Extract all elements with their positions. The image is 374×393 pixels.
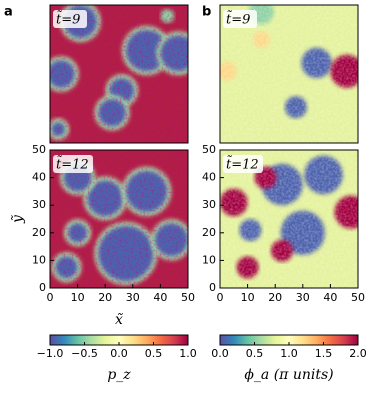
colorbar-tick-label: 1.0 bbox=[179, 347, 197, 360]
y-tick-label: 30 bbox=[202, 198, 216, 211]
annotation: t̃=12 bbox=[56, 156, 89, 173]
x-tick-label: 20 bbox=[98, 291, 112, 304]
frame bbox=[49, 149, 189, 289]
annotation: t̃=12 bbox=[226, 156, 259, 173]
colorbar-tick-label: 0.5 bbox=[145, 347, 163, 360]
x-tick-label: 10 bbox=[71, 291, 85, 304]
heatmap-panel bbox=[220, 5, 358, 143]
y-tick-label: 20 bbox=[32, 226, 46, 239]
colorbar-tick-label: 0.5 bbox=[246, 347, 264, 360]
y-tick-label: 20 bbox=[202, 226, 216, 239]
colorbar-tick-label: −1.0 bbox=[37, 347, 64, 360]
x-tick-label: 30 bbox=[126, 291, 140, 304]
x-tick-label: 30 bbox=[296, 291, 310, 304]
colorbar-label: ϕ_a (π units) bbox=[244, 367, 333, 383]
frame bbox=[219, 149, 359, 289]
y-tick-label: 30 bbox=[32, 198, 46, 211]
x-tick-label: 50 bbox=[351, 291, 365, 304]
frame bbox=[49, 4, 189, 144]
y-tick-label: 50 bbox=[202, 143, 216, 156]
annotation-box bbox=[53, 155, 93, 173]
colorbar-label: p_z bbox=[107, 367, 131, 383]
annotation-box bbox=[223, 10, 257, 28]
y-axis-label: ỹ bbox=[10, 214, 26, 224]
annotation: t̃=9 bbox=[56, 11, 80, 28]
colorbar-tick-label: 1.5 bbox=[315, 347, 333, 360]
y-tick-label: 0 bbox=[209, 281, 216, 294]
annotation: t̃=9 bbox=[226, 11, 250, 28]
annotation-box bbox=[53, 10, 87, 28]
x-tick-label: 20 bbox=[268, 291, 282, 304]
y-tick-label: 40 bbox=[202, 171, 216, 184]
heatmap-panel bbox=[50, 150, 188, 288]
x-tick-label: 0 bbox=[217, 291, 224, 304]
x-axis-label: x̃ bbox=[115, 312, 123, 328]
annotation-box bbox=[223, 155, 263, 173]
y-tick-label: 40 bbox=[32, 171, 46, 184]
colorbar-tick-label: 1.0 bbox=[280, 347, 298, 360]
y-tick-label: 0 bbox=[39, 281, 46, 294]
y-tick-label: 10 bbox=[32, 253, 46, 266]
y-tick-label: 50 bbox=[32, 143, 46, 156]
y-tick-label: 10 bbox=[202, 253, 216, 266]
colorbar-tick-label: 0.0 bbox=[211, 347, 229, 360]
colorbar-tick-label: 2.0 bbox=[349, 347, 367, 360]
panel-label: a bbox=[4, 5, 13, 20]
frame bbox=[219, 4, 359, 144]
x-tick-label: 40 bbox=[153, 291, 167, 304]
colorbar-tick-label: −0.5 bbox=[71, 347, 98, 360]
x-tick-label: 50 bbox=[181, 291, 195, 304]
colorbar-tick-label: 0.0 bbox=[110, 347, 128, 360]
panel-label: b bbox=[202, 5, 211, 20]
x-tick-label: 10 bbox=[241, 291, 255, 304]
x-tick-label: 40 bbox=[323, 291, 337, 304]
x-tick-label: 0 bbox=[47, 291, 54, 304]
